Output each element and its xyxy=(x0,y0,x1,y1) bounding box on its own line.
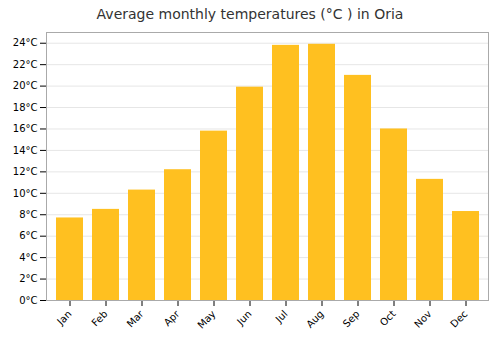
svg-text:Aug: Aug xyxy=(304,308,326,330)
svg-text:May: May xyxy=(195,308,217,330)
svg-text:Feb: Feb xyxy=(89,308,109,328)
svg-text:Nov: Nov xyxy=(412,308,434,330)
svg-text:16°C: 16°C xyxy=(13,123,38,134)
svg-text:Sep: Sep xyxy=(341,308,362,329)
svg-text:Jan: Jan xyxy=(54,308,73,327)
svg-text:0°C: 0°C xyxy=(19,295,37,306)
svg-text:Dec: Dec xyxy=(448,308,469,329)
html-text:Average monthly temperatures (: Average monthly temperatures (°C ) in Or… xyxy=(96,6,404,22)
svg-text:8°C: 8°C xyxy=(19,209,37,220)
svg-text:Mar: Mar xyxy=(125,308,147,330)
svg-text:20°C: 20°C xyxy=(13,80,38,91)
svg-text:Jul: Jul xyxy=(273,308,290,325)
svg-text:24°C: 24°C xyxy=(13,37,38,48)
svg-text:10°C: 10°C xyxy=(13,188,38,199)
svg-text:2°C: 2°C xyxy=(19,273,37,284)
svg-text:14°C: 14°C xyxy=(13,145,38,156)
svg-text:Oct: Oct xyxy=(378,308,398,328)
svg-text:18°C: 18°C xyxy=(13,102,38,113)
svg-text:Apr: Apr xyxy=(162,308,183,329)
svg-text:22°C: 22°C xyxy=(13,59,38,70)
svg-text:Jun: Jun xyxy=(234,308,254,328)
svg-text:12°C: 12°C xyxy=(13,166,38,177)
svg-text:6°C: 6°C xyxy=(19,230,37,241)
svg-text:4°C: 4°C xyxy=(19,252,37,263)
